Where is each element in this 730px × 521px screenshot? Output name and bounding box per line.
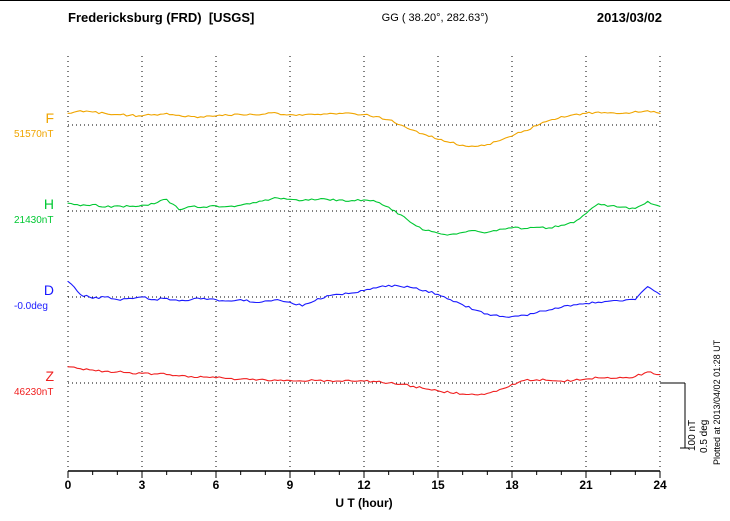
trace-label-D: D bbox=[43, 282, 54, 298]
x-tick-label-12: 12 bbox=[357, 478, 371, 492]
trace-label-F: F bbox=[45, 110, 54, 126]
scale-bar-nt-label: 100 nT bbox=[687, 419, 698, 451]
x-tick-label-6: 6 bbox=[212, 478, 220, 492]
x-tick-label-18: 18 bbox=[505, 478, 519, 492]
trace-label-Z: Z bbox=[45, 368, 54, 384]
scale-bar-deg-label: 0.5 deg bbox=[699, 419, 710, 453]
plotted-at-note: Plotted at 2013/04/02 01:28 UT bbox=[712, 339, 722, 465]
plot-date: 2013/03/02 bbox=[596, 10, 662, 25]
x-tick-label-0: 0 bbox=[64, 478, 72, 492]
trace-baseline-value-F: 51570nT bbox=[14, 129, 54, 140]
x-tick-label-3: 3 bbox=[138, 478, 146, 492]
x-tick-label-9: 9 bbox=[286, 478, 294, 492]
x-axis-label: U T (hour) bbox=[335, 496, 393, 510]
geo-coordinates: GG ( 38.20°, 282.63°) bbox=[381, 12, 489, 24]
x-tick-label-15: 15 bbox=[431, 478, 445, 492]
trace-baseline-value-Z: 46230nT bbox=[14, 387, 54, 398]
station-title: Fredericksburg (FRD) [USGS] bbox=[68, 10, 255, 25]
trace-baseline-value-H: 21430nT bbox=[14, 215, 54, 226]
trace-label-H: H bbox=[43, 196, 54, 212]
x-tick-label-24: 24 bbox=[653, 478, 667, 492]
x-tick-label-21: 21 bbox=[579, 478, 593, 492]
trace-baseline-value-D: -0.0deg bbox=[14, 301, 48, 312]
